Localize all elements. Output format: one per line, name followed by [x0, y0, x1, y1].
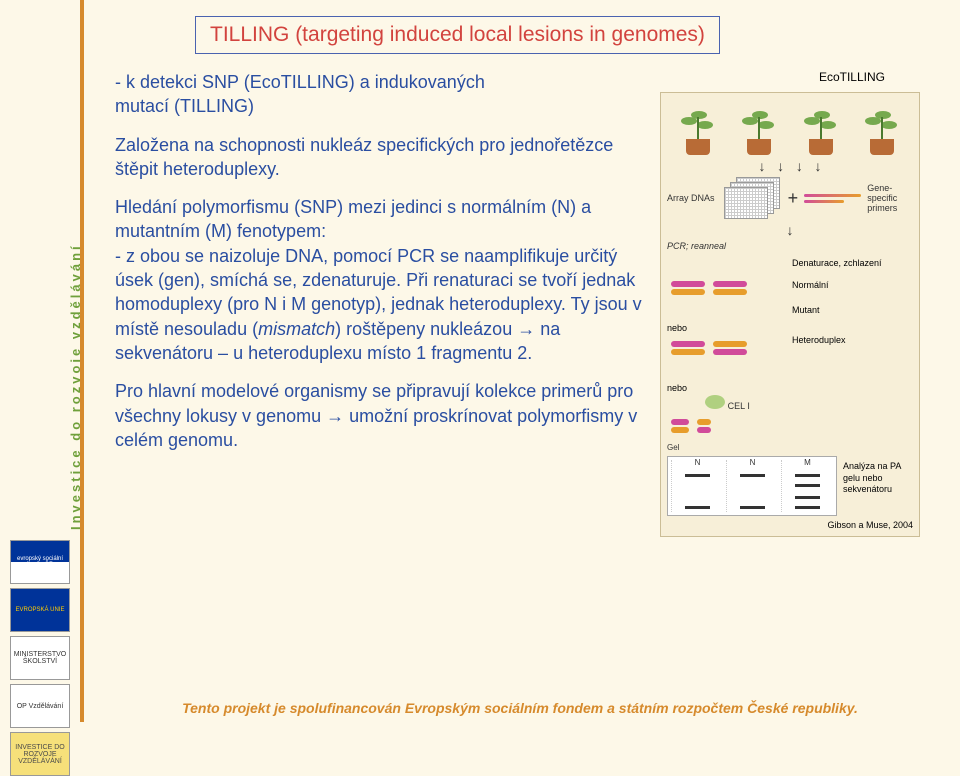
- primers-icon: [804, 178, 861, 218]
- sidebar: Investice do rozvoje vzdělávání evropský…: [0, 0, 80, 722]
- fragments-two-col: . nebo: [667, 255, 913, 443]
- primers-label: Gene-specific primers: [867, 183, 913, 213]
- plant-icon: [734, 99, 784, 155]
- logo-esf: evropský sociální fond v ČR: [10, 540, 70, 584]
- arrow-down-icon: ↓: [667, 223, 913, 237]
- gel-lane: N: [726, 460, 778, 512]
- plus-icon: +: [788, 188, 799, 209]
- logo-invest: INVESTICE DO ROZVOJE VZDĚLÁVÁNÍ: [10, 732, 70, 776]
- plants-row: [667, 99, 913, 155]
- vertical-divider: [80, 0, 84, 722]
- fragment-cut: [667, 413, 788, 443]
- paragraph-3: Hledání polymorfismu (SNP) mezi jedinci …: [115, 195, 650, 365]
- main-row: - k detekci SNP (EcoTILLING) a indukovan…: [95, 70, 945, 537]
- anno-denat: Denaturace, zchlazení: [792, 258, 913, 270]
- p1-line2: mutací (TILLING): [115, 96, 254, 116]
- paragraph-4: Pro hlavní modelové organismy se připrav…: [115, 379, 650, 452]
- paragraph-2: Založena na schopnosti nukleáz specifick…: [115, 133, 650, 182]
- p3-part1: Hledání polymorfismu (SNP) mezi jedinci …: [115, 197, 591, 241]
- gel-lane: M: [781, 460, 833, 512]
- anno-normal: Normální: [792, 280, 913, 292]
- cel-enzyme-icon: [705, 395, 725, 409]
- cel-row: CEL I: [667, 395, 788, 411]
- dna-chips-icon: [724, 177, 781, 219]
- array-row: Array DNAs + Gene-specific primers: [667, 177, 913, 219]
- nebo-label: nebo: [667, 323, 788, 333]
- anno-gel: Analýza na PA gelu nebo sekvenátoru: [843, 461, 913, 496]
- slide-content: TILLING (targeting induced local lesions…: [95, 10, 945, 690]
- gel-box-icon: N N M: [667, 456, 837, 516]
- lane-n: N: [672, 458, 723, 467]
- lane-n: N: [727, 458, 778, 467]
- logo-ministry: MINISTERSTVO ŠKOLSTVÍ: [10, 636, 70, 680]
- gel-lane: N: [671, 460, 723, 512]
- array-label: Array DNAs: [667, 193, 718, 203]
- p3-mismatch: mismatch: [258, 319, 335, 339]
- figure-citation: Gibson a Muse, 2004: [667, 520, 913, 530]
- logo-op: OP Vzdělávání: [10, 684, 70, 728]
- sidebar-logos: evropský sociální fond v ČR EVROPSKÁ UNI…: [4, 540, 76, 776]
- figure-column: EcoTILLING ↓ ↓ ↓ ↓ Array DNAs: [660, 70, 925, 537]
- anno-mutant: Mutant: [792, 305, 913, 317]
- pcr-label: PCR; reanneal: [667, 241, 913, 251]
- cel-label: CEL I: [728, 401, 750, 411]
- fragment-pair: [667, 275, 788, 315]
- p1-line1: - k detekci SNP (EcoTILLING) a indukovan…: [115, 72, 485, 92]
- fragment-hetero: [667, 335, 788, 375]
- right-annotations: Denaturace, zchlazení Normální Mutant He…: [792, 255, 913, 443]
- plant-icon: [796, 99, 846, 155]
- text-column: - k detekci SNP (EcoTILLING) a indukovan…: [95, 70, 650, 537]
- left-variant: . nebo: [667, 255, 788, 443]
- slide-title: TILLING (targeting induced local lesions…: [195, 16, 720, 54]
- plant-icon: [673, 99, 723, 155]
- paragraph-1: - k detekci SNP (EcoTILLING) a indukovan…: [115, 70, 650, 119]
- gel-row: Gel N N: [667, 443, 913, 516]
- figure-top-label: EcoTILLING: [819, 70, 885, 84]
- nebo-label: nebo: [667, 383, 788, 393]
- arrow-down-icon: ↓ ↓ ↓ ↓: [667, 159, 913, 173]
- plant-icon: [857, 99, 907, 155]
- lane-m: M: [782, 458, 833, 467]
- footer-text: Tento projekt je spolufinancován Evropsk…: [95, 700, 945, 716]
- logo-eu-flag: EVROPSKÁ UNIE: [10, 588, 70, 632]
- figure-body: ↓ ↓ ↓ ↓ Array DNAs + Gene-specific prime…: [660, 92, 920, 537]
- anno-hetero: Heteroduplex: [792, 335, 913, 347]
- gel-label: Gel: [667, 443, 837, 452]
